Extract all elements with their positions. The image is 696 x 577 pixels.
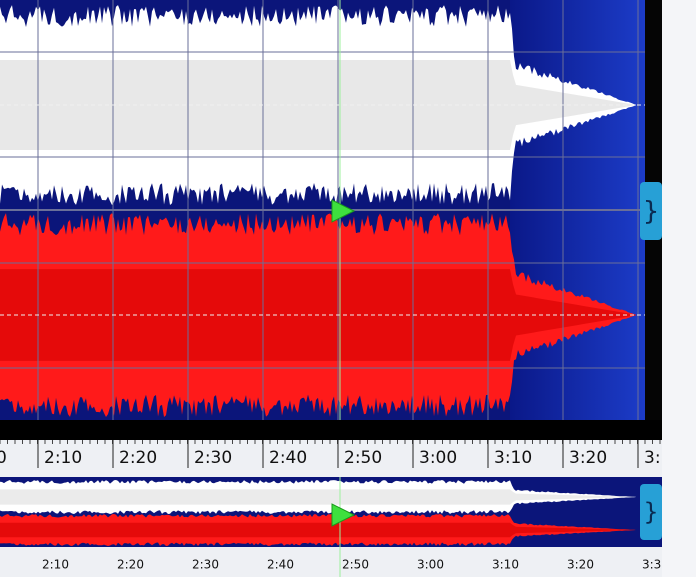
ruler-label: 2:20 (119, 448, 157, 468)
grid (0, 0, 645, 420)
overview-end-handle[interactable] (640, 484, 662, 540)
channel-core (0, 489, 636, 505)
ruler-label: 3:00 (419, 448, 457, 468)
overview-label: 3:00 (417, 558, 444, 572)
ruler-label: 2:30 (194, 448, 232, 468)
ruler-bar (0, 420, 662, 440)
overview-play-marker[interactable] (331, 503, 356, 527)
overview-label: 2:40 (267, 558, 294, 572)
overview-label: 2:20 (117, 558, 144, 572)
overview-label: 3:20 (567, 558, 594, 572)
end-handle[interactable] (640, 182, 662, 240)
overview-label: 2:50 (342, 558, 369, 572)
overview-label: 2:10 (42, 558, 69, 572)
overview-waveform (0, 480, 636, 546)
ruler-label: 2:10 (44, 448, 82, 468)
ruler-label: 3:10 (494, 448, 532, 468)
ruler (0, 440, 662, 472)
overview-end-handle-icon: } (643, 498, 658, 526)
side-panel (662, 0, 696, 577)
ruler-label: 3: (644, 448, 661, 468)
overview-label: 3:3 (642, 558, 661, 572)
overview-label: 2:30 (192, 558, 219, 572)
ruler-label: 3:20 (569, 448, 607, 468)
overview-label: 3:10 (492, 558, 519, 572)
ruler-label: 2:40 (269, 448, 307, 468)
overview-ruler (0, 547, 662, 577)
ruler-label: 0 (0, 448, 7, 468)
play-marker[interactable] (331, 199, 356, 223)
ruler-label: 2:50 (344, 448, 382, 468)
channel-core (0, 522, 636, 538)
end-handle-icon: } (643, 197, 660, 227)
